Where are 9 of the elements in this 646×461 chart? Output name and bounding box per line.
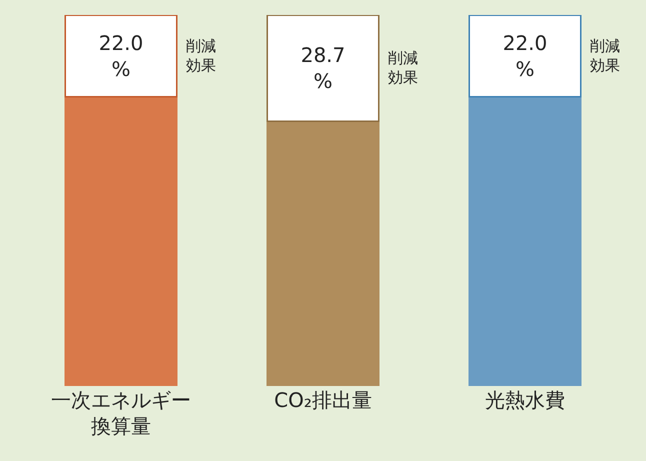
data-label: 28.7 %: [300, 43, 346, 94]
x-tick-label: 一次エネルギー換算量: [51, 388, 191, 438]
x-tick-label: 光熱水費: [485, 388, 565, 412]
annotation: 削減効果: [388, 49, 418, 86]
annotation: 削減効果: [590, 37, 620, 74]
annotation: 削減効果: [186, 37, 216, 74]
x-tick-label: CO₂排出量: [274, 388, 372, 412]
data-label: 22.0 %: [502, 30, 548, 81]
data-label: 22.0 %: [98, 30, 144, 81]
